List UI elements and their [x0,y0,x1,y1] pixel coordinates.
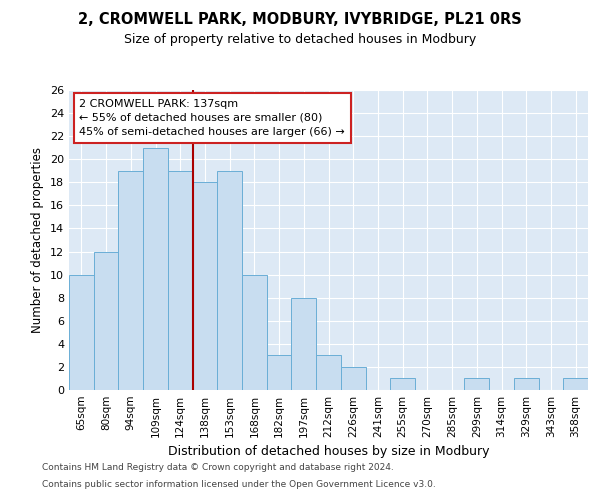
Bar [316,356,341,390]
Text: Contains public sector information licensed under the Open Government Licence v3: Contains public sector information licen… [42,480,436,489]
Text: 2, CROMWELL PARK, MODBURY, IVYBRIDGE, PL21 0RS: 2, CROMWELL PARK, MODBURY, IVYBRIDGE, PL… [78,12,522,28]
Bar [94,252,118,390]
Text: Size of property relative to detached houses in Modbury: Size of property relative to detached ho… [124,32,476,46]
Text: Contains HM Land Registry data © Crown copyright and database right 2024.: Contains HM Land Registry data © Crown c… [42,464,394,472]
Bar [563,378,588,390]
Bar [292,298,316,390]
Bar [118,171,143,390]
Bar [267,356,292,390]
Bar [341,367,365,390]
Bar [168,171,193,390]
Bar [390,378,415,390]
Bar [217,171,242,390]
Bar [514,378,539,390]
Bar [464,378,489,390]
Text: 2 CROMWELL PARK: 137sqm
← 55% of detached houses are smaller (80)
45% of semi-de: 2 CROMWELL PARK: 137sqm ← 55% of detache… [79,99,345,137]
Bar [69,274,94,390]
Bar [242,274,267,390]
Bar [143,148,168,390]
X-axis label: Distribution of detached houses by size in Modbury: Distribution of detached houses by size … [168,446,489,458]
Y-axis label: Number of detached properties: Number of detached properties [31,147,44,333]
Bar [193,182,217,390]
